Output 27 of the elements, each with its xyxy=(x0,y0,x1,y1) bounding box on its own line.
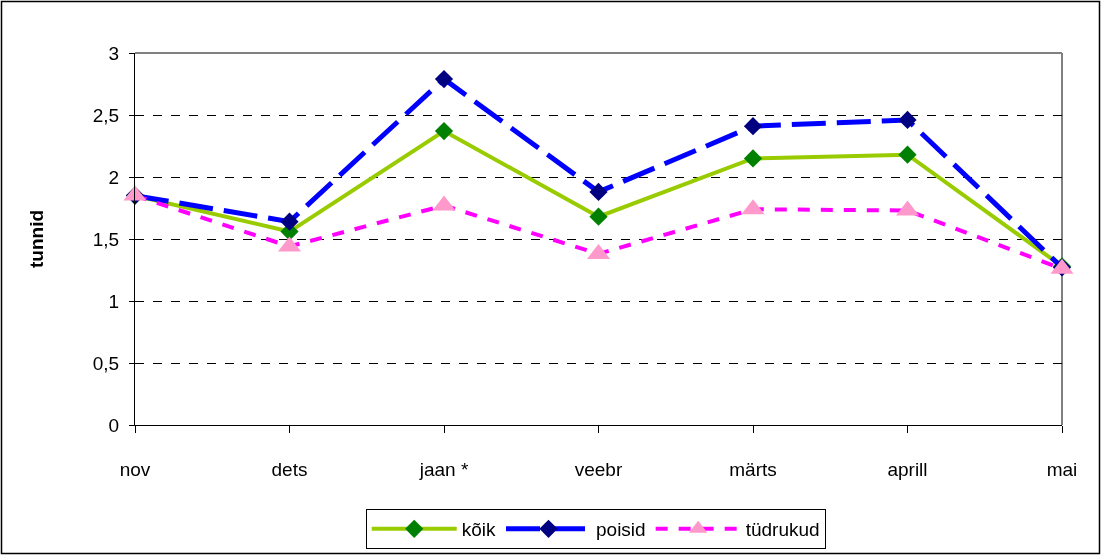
legend-label: tüdrukud xyxy=(745,519,820,541)
y-tick-label: 1 xyxy=(108,290,120,312)
y-tick-label: 3 xyxy=(108,42,120,64)
y-axis-title: tunnid xyxy=(25,209,47,269)
x-tick-label: veebr xyxy=(574,458,623,480)
y-tick-label: 2 xyxy=(108,166,120,188)
point xyxy=(589,207,608,226)
y-tick-label: 2,5 xyxy=(92,104,120,126)
x-tick-label: dets xyxy=(271,458,308,480)
point xyxy=(743,149,763,168)
point xyxy=(898,145,917,164)
y-tick-label: 0 xyxy=(108,414,120,436)
point xyxy=(589,182,608,201)
legend-label: kõik xyxy=(461,519,497,541)
point xyxy=(743,117,763,136)
x-tick-label: mai xyxy=(1046,458,1078,480)
point xyxy=(898,110,917,130)
point xyxy=(280,212,299,231)
point xyxy=(434,69,454,89)
x-tick-label: jaan * xyxy=(418,458,469,480)
x-tick-label: märts xyxy=(729,458,777,480)
y-tick-label: 1,5 xyxy=(92,228,120,250)
y-tick-label: 0,5 xyxy=(92,352,120,374)
point xyxy=(434,122,454,141)
x-tick-label: aprill xyxy=(887,458,928,480)
x-tick-label: nov xyxy=(119,458,151,480)
legend-label: poisid xyxy=(596,519,646,541)
